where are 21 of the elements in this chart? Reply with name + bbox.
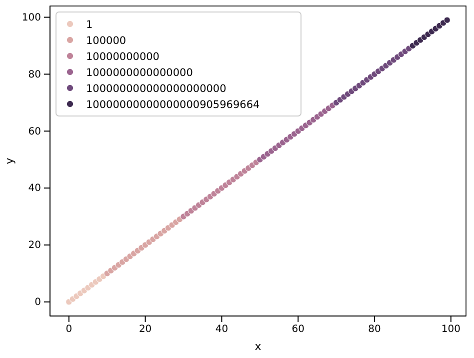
x-axis-title: x [254,340,262,353]
y-tick-label: 60 [28,126,41,138]
legend-label: 10000000000000000905969664 [86,99,260,111]
x-tick-label: 0 [66,324,72,336]
y-tick-label: 40 [28,183,41,194]
x-tick-label: 60 [292,324,304,336]
legend-label: 10000000000 [86,51,160,63]
legend-label: 1000000000000000 [86,67,193,79]
legend-label: 100000000000000000000 [86,83,226,95]
y-axis-title: y [3,157,16,164]
y-tick-label: 80 [28,69,41,80]
x-tick-label: 20 [138,324,152,336]
x-tick-label: 80 [368,324,381,336]
y-tick-label: 20 [28,240,41,252]
legend-label: 1 [86,19,93,31]
point [444,16,450,24]
legend-label: 100000 [86,35,126,47]
x-tick-label: 100 [441,324,460,336]
y-tick-label: 100 [22,12,41,24]
y-tick-label: 0 [34,297,41,308]
x-tick-label: 40 [215,324,228,336]
